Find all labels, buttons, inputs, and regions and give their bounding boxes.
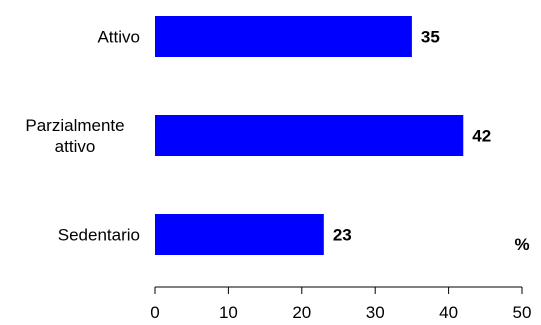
x-tick-label-0: 0 [150, 303, 159, 322]
x-tick-label-4: 40 [439, 303, 458, 322]
x-tick-label-3: 30 [366, 303, 385, 322]
data-label-2: 23 [333, 226, 352, 245]
x-tick-label-1: 10 [219, 303, 238, 322]
category-label-2: Sedentario [58, 226, 140, 245]
data-label-0: 35 [421, 28, 440, 47]
x-axis-ticks: 0 10 20 30 40 50 [150, 287, 531, 322]
bar-2 [155, 214, 324, 255]
data-labels: 35 42 23 [333, 28, 491, 245]
category-label-0: Attivo [97, 28, 140, 47]
bar-1 [155, 115, 464, 156]
x-tick-label-2: 20 [292, 303, 311, 322]
category-labels: Attivo Parzialmente attivo Sedentario [25, 28, 140, 245]
category-label-1-line-0: Parzialmente [25, 116, 124, 135]
x-tick-label-5: 50 [513, 303, 532, 322]
unit-label: % [514, 235, 529, 254]
bar-0 [155, 16, 412, 57]
bars-group [155, 16, 464, 255]
data-label-1: 42 [472, 127, 491, 146]
category-label-1-line-1: attivo [55, 137, 96, 156]
